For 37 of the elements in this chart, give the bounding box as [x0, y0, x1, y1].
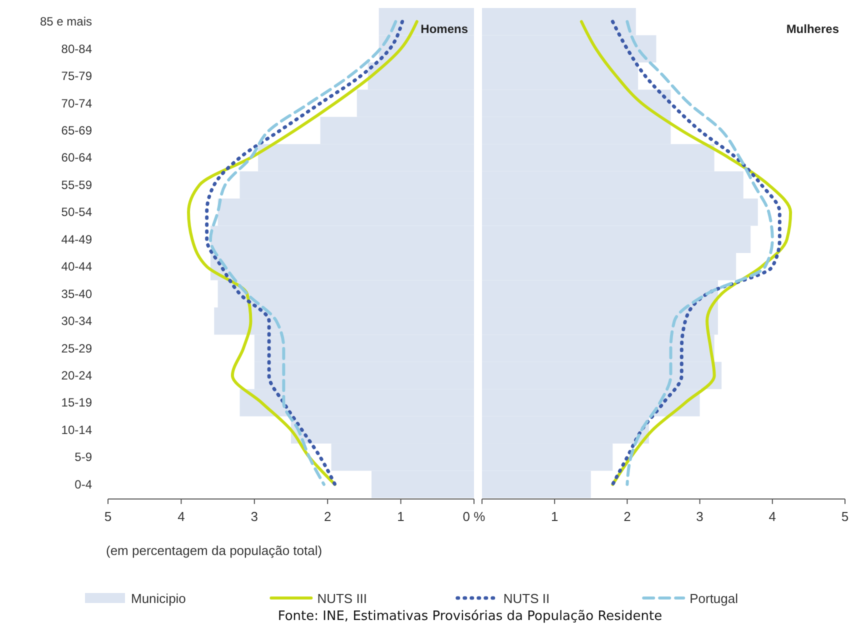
y-tick-label: 60-64	[61, 150, 92, 165]
legend-label: Portugal	[690, 591, 738, 606]
x-tick-label: 0 %	[462, 509, 486, 524]
y-tick-label: 15-19	[61, 396, 92, 410]
y-tick-label: 20-24	[61, 368, 92, 382]
x-tick-label: 5	[104, 509, 112, 524]
y-tick-label: 44-49	[61, 232, 92, 246]
y-tick-label: 40-44	[61, 260, 92, 274]
x-tick-label: 4	[178, 509, 185, 524]
y-tick-label: 0-4	[74, 477, 92, 492]
x-tick-label: 3	[696, 509, 704, 524]
x-tick-label: 5	[841, 509, 849, 524]
x-tick-label: 3	[250, 509, 258, 524]
y-tick-label: 80-84	[61, 42, 92, 56]
source-note: Fonte: INE, Estimativas Provisórias da População Residente	[278, 609, 662, 624]
y-tick-label: 50-54	[61, 205, 92, 220]
x-tick-label: 2	[624, 509, 631, 524]
y-tick-label: 5-9	[74, 450, 92, 464]
legend-label: NUTS III	[317, 591, 368, 606]
x-tick-label: 1	[550, 509, 558, 524]
y-tick-label: 25-29	[61, 341, 92, 356]
y-tick-label: 30-34	[61, 314, 92, 328]
x-tick-label: 1	[397, 509, 404, 524]
legend-label: Municipio	[131, 591, 186, 606]
y-tick-label: 65-69	[61, 124, 92, 138]
y-tick-label: 55-59	[61, 178, 92, 192]
x-axis-title: (em percentagem da população total)	[106, 543, 322, 558]
y-tick-label: 85 e mais	[40, 14, 92, 29]
x-tick-label: 4	[768, 509, 776, 524]
y-tick-label: 35-40	[61, 286, 92, 301]
x-tick-label: 2	[324, 509, 332, 524]
y-tick-label: 70-74	[61, 96, 92, 110]
text: Mulheres	[786, 22, 840, 36]
y-tick-label: 10-14	[61, 422, 92, 437]
legend-label: NUTS II	[503, 591, 550, 606]
text: Homens	[420, 22, 468, 36]
y-tick-label: 75-79	[61, 69, 92, 84]
